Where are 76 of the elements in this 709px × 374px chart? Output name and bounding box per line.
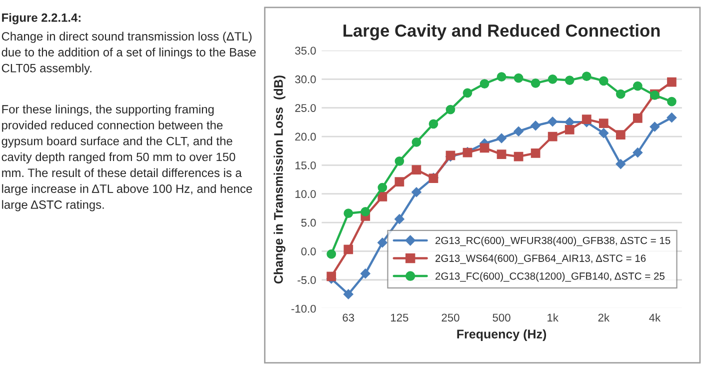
point: [394, 156, 404, 166]
legend-label: 2G13_RC(600)_WFUR38(400)_GFB38, ΔSTC = 15: [436, 236, 670, 246]
y-tick-label: 25.0: [295, 104, 316, 112]
point: [360, 268, 370, 279]
y-tick-label: -5.0: [298, 276, 316, 284]
point: [616, 130, 626, 140]
point: [480, 143, 490, 153]
point: [514, 152, 524, 162]
x-tick-label: 1k: [548, 313, 558, 322]
legend-label: 2G13_WS64(600)_GFB64_AIR13, ΔSTC = 16: [436, 254, 646, 264]
point: [514, 73, 524, 83]
point: [530, 148, 540, 158]
point: [343, 289, 354, 300]
point: [326, 272, 336, 282]
point: [564, 124, 574, 134]
point: [616, 89, 626, 99]
point: [548, 116, 558, 127]
point: [530, 120, 541, 131]
point: [412, 165, 422, 174]
point: [632, 148, 643, 158]
y-tick-label: 0.0: [301, 247, 316, 256]
point: [394, 214, 404, 224]
x-tick-label: 250: [442, 314, 460, 322]
point: [667, 96, 676, 106]
point: [548, 132, 558, 142]
point: [496, 72, 506, 82]
point: [633, 113, 642, 123]
point: [582, 114, 592, 124]
x-axis-title: Frequency (Hz): [457, 329, 546, 341]
text: For these linings, the supporting framing provided reduced connection between the gypsum board surface and the CLT, and the cavity depth ranged from 50 mm to over 150 mm. The result of these detail differences is a large increase in ΔTL above 100 Hz, and hence large ΔSTC ratings.: [2, 104, 252, 212]
y-tick-label: -10.0: [291, 304, 316, 313]
x-tick-label: 2k: [598, 313, 610, 322]
caption: Figure 2.2.1.4:: [2, 13, 80, 24]
point: [394, 177, 404, 186]
x-tick-label: 4k: [649, 313, 661, 322]
x-tick-label: 125: [391, 314, 408, 322]
point: [326, 249, 336, 259]
point: [598, 118, 608, 128]
point: [360, 206, 370, 216]
point: [344, 244, 354, 254]
point: [598, 128, 609, 138]
x-tick-label: 500: [492, 314, 510, 322]
point: [616, 159, 626, 169]
point: [496, 150, 506, 159]
y-tick-label: 35.0: [295, 46, 316, 55]
y-tick-label: 30.0: [295, 75, 316, 84]
chart-title: Large Cavity and Reduced Connection: [344, 24, 660, 40]
point: [667, 77, 676, 87]
point: [650, 122, 660, 132]
point: [412, 138, 422, 147]
legend-label: 2G13_FC(600)_CC38(1200)_GFB140, ΔSTC = 25: [436, 272, 665, 282]
point: [598, 76, 608, 86]
point: [378, 182, 388, 192]
point: [496, 133, 506, 144]
point: [480, 79, 490, 88]
y-tick-label: 15.0: [296, 161, 316, 170]
point: [530, 78, 540, 88]
y-tick-label: 10.0: [296, 190, 316, 198]
point: [666, 112, 677, 123]
y-axis-title: Change in Transmission Loss (dB): [274, 76, 286, 284]
point: [548, 74, 558, 84]
point: [462, 88, 472, 98]
point: [582, 72, 592, 81]
point: [633, 81, 642, 91]
point: [514, 126, 524, 136]
point: [412, 187, 422, 198]
x-tick-label: 63: [342, 314, 354, 322]
text: Change in direct sound transmission loss (ΔTL) due to the addition of a set of linings to the Base CLT05 assembly.: [2, 32, 256, 75]
point: [428, 119, 438, 129]
point: [446, 104, 456, 114]
y-tick-label: 5.0: [301, 218, 316, 227]
y-tick-label: 20.0: [295, 132, 316, 141]
point: [377, 238, 388, 248]
point: [378, 192, 388, 202]
point: [344, 208, 354, 218]
point: [564, 76, 574, 85]
